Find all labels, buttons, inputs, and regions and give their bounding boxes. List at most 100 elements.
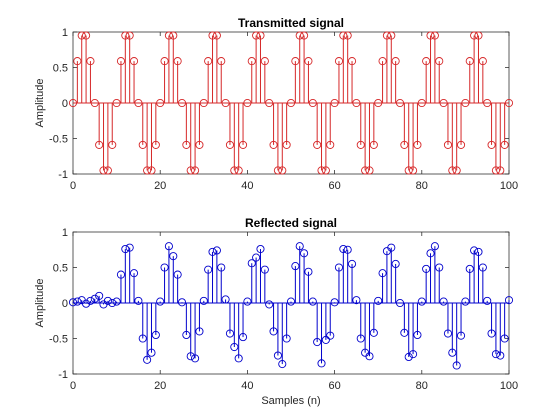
stem-marker bbox=[404, 352, 413, 362]
stem-marker bbox=[417, 297, 426, 306]
stem-marker bbox=[273, 166, 282, 175]
stem-marker bbox=[169, 252, 178, 261]
stem-marker bbox=[413, 140, 422, 149]
stem-marker bbox=[426, 249, 435, 258]
stem-marker bbox=[465, 264, 474, 273]
y-tick-label: 0 bbox=[62, 98, 68, 110]
x-tick-label: 20 bbox=[154, 180, 166, 192]
stem-marker bbox=[86, 57, 95, 66]
stem-marker bbox=[496, 351, 505, 360]
stem-marker bbox=[417, 98, 426, 108]
stem-marker bbox=[378, 57, 387, 66]
stem-marker bbox=[300, 249, 309, 258]
stem-marker bbox=[278, 166, 287, 175]
stem-marker bbox=[116, 270, 126, 279]
stem-marker bbox=[230, 342, 239, 352]
stem-marker bbox=[204, 57, 213, 66]
stem-marker bbox=[143, 355, 152, 364]
stem-marker bbox=[435, 263, 444, 272]
stem-marker bbox=[295, 31, 304, 40]
x-tick-label: 0 bbox=[70, 180, 76, 192]
stem-marker bbox=[334, 57, 344, 66]
stem-marker bbox=[395, 298, 405, 308]
y-tick-label: 0.5 bbox=[53, 63, 68, 75]
stem-marker bbox=[269, 327, 278, 336]
stem-marker bbox=[474, 247, 483, 256]
x-tick-label: 100 bbox=[500, 380, 518, 392]
stem-marker bbox=[68, 98, 78, 108]
stem-marker bbox=[504, 296, 514, 305]
stem-marker bbox=[95, 140, 104, 149]
x-tick-label: 0 bbox=[70, 380, 76, 392]
stem-marker bbox=[182, 140, 191, 149]
stem-marker bbox=[191, 354, 200, 363]
stem-marker bbox=[404, 166, 413, 175]
stem-marker bbox=[103, 296, 112, 305]
stem-marker bbox=[483, 296, 492, 305]
stem-marker bbox=[260, 265, 269, 274]
stem-marker bbox=[308, 98, 317, 108]
stem-marker bbox=[300, 31, 309, 40]
stem-marker bbox=[500, 334, 509, 343]
stem-marker bbox=[265, 300, 274, 309]
stem-marker bbox=[208, 31, 217, 40]
x-tick-label: 40 bbox=[241, 380, 253, 392]
stem-marker bbox=[282, 140, 291, 149]
stem-marker bbox=[186, 166, 195, 175]
stem-marker bbox=[125, 243, 134, 252]
stem-marker bbox=[234, 166, 243, 175]
stem-marker bbox=[138, 140, 147, 149]
stem-marker bbox=[73, 297, 82, 306]
stem-marker bbox=[483, 98, 492, 108]
stem-marker bbox=[313, 140, 322, 149]
stem-marker bbox=[461, 98, 470, 108]
stem-marker bbox=[470, 31, 479, 40]
stem-marker bbox=[90, 294, 99, 303]
stem-marker bbox=[291, 262, 300, 271]
y-tick-label: -1 bbox=[58, 369, 68, 381]
stem-marker bbox=[478, 57, 487, 66]
stem-marker bbox=[112, 98, 121, 108]
stem-marker bbox=[456, 140, 466, 149]
stem-marker bbox=[400, 328, 409, 337]
stem-marker bbox=[448, 166, 457, 175]
stem-marker bbox=[496, 166, 505, 175]
y-axis-label: Amplitude bbox=[34, 79, 46, 128]
stem-marker bbox=[295, 242, 304, 251]
stem-marker bbox=[234, 354, 243, 363]
x-axis-label: Samples (n) bbox=[261, 395, 320, 407]
stem-marker bbox=[156, 98, 165, 108]
stem-marker bbox=[356, 334, 365, 343]
plot-title: Reflected signal bbox=[245, 216, 337, 230]
stem-marker bbox=[313, 337, 322, 347]
stem-marker bbox=[456, 331, 466, 340]
stem-marker bbox=[160, 263, 169, 272]
stem-marker bbox=[339, 244, 348, 254]
stem-marker bbox=[461, 297, 470, 306]
stem-marker bbox=[439, 98, 448, 108]
plot-title: Transmitted signal bbox=[238, 16, 344, 30]
stem-marker bbox=[265, 98, 274, 108]
stem-marker bbox=[256, 244, 265, 254]
y-tick-label: 1 bbox=[62, 27, 68, 39]
stem-marker bbox=[391, 57, 400, 66]
stem-marker bbox=[217, 57, 226, 66]
stem-marker bbox=[291, 57, 300, 66]
stem-marker bbox=[282, 334, 291, 343]
stem-marker bbox=[221, 98, 230, 108]
stem-marker bbox=[413, 330, 422, 340]
stem-marker bbox=[500, 140, 509, 149]
stem-marker bbox=[409, 166, 418, 175]
stem-marker bbox=[378, 269, 387, 278]
stem-marker bbox=[273, 351, 282, 360]
stem-marker bbox=[147, 348, 156, 357]
stem-marker bbox=[177, 98, 187, 108]
y-tick-label: 0 bbox=[62, 298, 68, 310]
y-tick-label: -0.5 bbox=[49, 334, 68, 346]
stem-marker bbox=[361, 166, 370, 175]
stem-marker bbox=[369, 140, 378, 149]
stem-marker bbox=[430, 242, 439, 251]
stem-marker bbox=[395, 98, 405, 108]
stem-marker bbox=[112, 297, 121, 306]
stem-marker bbox=[256, 31, 265, 40]
